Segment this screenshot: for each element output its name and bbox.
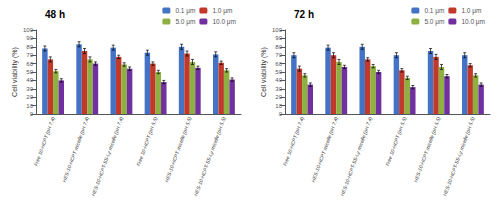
svg-text:0.1 μm: 0.1 μm — [424, 7, 444, 15]
svg-text:5.0 μm: 5.0 μm — [175, 18, 195, 26]
svg-text:HES-10-HCPT micelle (pH 5.5): HES-10-HCPT micelle (pH 5.5) — [163, 116, 192, 183]
svg-text:48 h: 48 h — [45, 9, 65, 20]
svg-text:20: 20 — [275, 94, 282, 100]
svg-text:1.0 μm: 1.0 μm — [212, 7, 232, 15]
svg-text:70: 70 — [275, 52, 282, 58]
svg-text:5.0 μm: 5.0 μm — [424, 18, 444, 26]
svg-text:0: 0 — [30, 111, 34, 117]
svg-text:10.0 μm: 10.0 μm — [212, 18, 236, 26]
svg-text:80: 80 — [26, 44, 33, 50]
svg-text:60: 60 — [26, 61, 33, 67]
svg-text:72 h: 72 h — [294, 9, 314, 20]
svg-text:80: 80 — [275, 44, 282, 50]
svg-text:90: 90 — [275, 35, 282, 41]
svg-text:0.1 μm: 0.1 μm — [175, 7, 195, 15]
svg-text:HES-10-HCPT micelle (pH 7.4): HES-10-HCPT micelle (pH 7.4) — [310, 116, 339, 183]
svg-text:60: 60 — [275, 61, 282, 67]
svg-text:90: 90 — [26, 35, 33, 41]
svg-text:Free 10-HCPT (pH 5.5): Free 10-HCPT (pH 5.5) — [384, 116, 408, 167]
svg-text:10.0 μm: 10.0 μm — [461, 18, 485, 26]
svg-text:HES-10-HCPT-SS-Ly micelle (pH: HES-10-HCPT-SS-Ly micelle (pH 5.5) — [441, 116, 475, 197]
svg-text:Cell viability (%): Cell viability (%) — [11, 47, 19, 97]
svg-text:HES-10-HCPT-SS-Ly micelle (pH: HES-10-HCPT-SS-Ly micelle (pH 5.5) — [192, 116, 226, 197]
svg-text:100: 100 — [23, 27, 34, 33]
svg-text:10: 10 — [275, 103, 282, 109]
svg-text:HES-10-HCPT-SS-Ly micelle (pH: HES-10-HCPT-SS-Ly micelle (pH 7.4) — [90, 116, 124, 197]
svg-text:10: 10 — [26, 103, 33, 109]
svg-text:20: 20 — [26, 94, 33, 100]
svg-text:Free 10-HCPT (pH 7.4): Free 10-HCPT (pH 7.4) — [281, 116, 305, 167]
svg-text:HES-10-HCPT micelle (pH 5.5): HES-10-HCPT micelle (pH 5.5) — [412, 116, 441, 183]
svg-text:30: 30 — [275, 86, 282, 92]
svg-text:100: 100 — [272, 27, 283, 33]
svg-text:1.0 μm: 1.0 μm — [461, 7, 481, 15]
svg-text:0: 0 — [279, 111, 283, 117]
svg-text:HES-10-HCPT-SS-Ly micelle (pH: HES-10-HCPT-SS-Ly micelle (pH 7.4) — [339, 116, 373, 197]
svg-text:Free 10-HCPT (pH 7.4): Free 10-HCPT (pH 7.4) — [32, 116, 56, 167]
svg-text:HES-10-HCPT micelle (pH 7.4): HES-10-HCPT micelle (pH 7.4) — [61, 116, 90, 183]
svg-text:40: 40 — [26, 77, 33, 83]
svg-text:Cell viability (%): Cell viability (%) — [260, 47, 268, 97]
svg-text:30: 30 — [26, 86, 33, 92]
svg-text:50: 50 — [275, 69, 282, 75]
svg-text:50: 50 — [26, 69, 33, 75]
svg-text:Free 10-HCPT (pH 5.5): Free 10-HCPT (pH 5.5) — [135, 116, 159, 167]
svg-text:70: 70 — [26, 52, 33, 58]
svg-text:40: 40 — [275, 77, 282, 83]
